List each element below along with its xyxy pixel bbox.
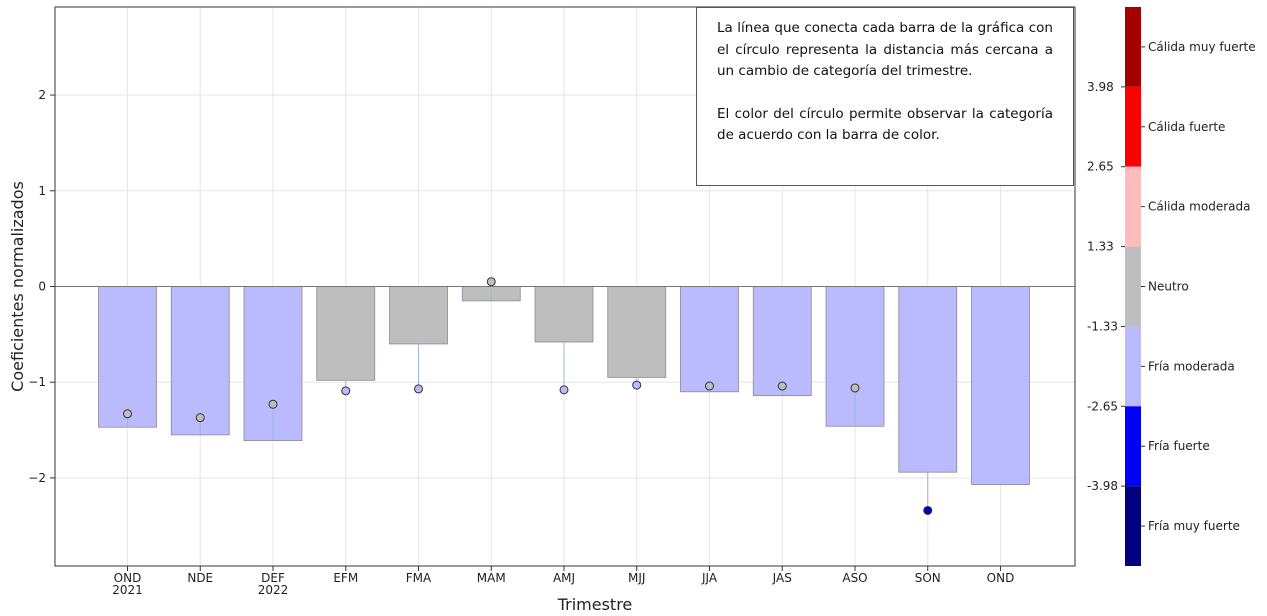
colorbar-boundary-label: -3.98 <box>1087 479 1118 493</box>
bar-9 <box>680 286 739 393</box>
marker-6 <box>486 277 496 287</box>
y-tick-label: 0 <box>38 280 46 294</box>
x-tick-label: EFM <box>333 571 358 585</box>
marker-3 <box>268 399 278 409</box>
bar-1 <box>98 286 157 428</box>
x-tick-label: DEF 2022 <box>258 571 289 597</box>
marker-11 <box>850 383 860 393</box>
y-tick-label: −2 <box>28 471 46 485</box>
x-tick-label: JJA <box>701 571 718 585</box>
x-tick-label: JAS <box>772 571 792 585</box>
y-axis-title: Coeficientes normalizados <box>8 181 27 392</box>
colorbar-boundary-label: 2.65 <box>1087 160 1114 174</box>
annotation-text-1: La línea que conecta cada barra de la gr… <box>717 20 1053 79</box>
colorbar-band <box>1125 326 1141 407</box>
colorbar-category-label: Cálida muy fuerte <box>1148 40 1256 54</box>
colorbar-category-label: Fría muy fuerte <box>1148 519 1240 533</box>
x-tick-label: FMA <box>406 571 432 585</box>
marker-5 <box>414 384 423 394</box>
bar-10 <box>752 286 812 397</box>
marker-10 <box>777 381 787 391</box>
marker-1 <box>123 409 132 419</box>
colorbar-category-label: Fría moderada <box>1148 359 1235 373</box>
marker-2 <box>195 413 205 423</box>
colorbar-boundary-label: 3.98 <box>1087 80 1114 94</box>
marker-9 <box>705 381 714 391</box>
x-tick-label: AMJ <box>553 571 575 585</box>
y-tick-label: 2 <box>38 88 46 102</box>
marker-8 <box>632 380 642 390</box>
colorbar-band <box>1125 246 1141 327</box>
colorbar-band <box>1125 406 1141 487</box>
bar-2 <box>170 286 230 436</box>
colorbar-band <box>1125 486 1141 566</box>
x-tick-label: MJJ <box>628 571 645 585</box>
bar-5 <box>389 286 448 345</box>
colorbar-category-label: Fría fuerte <box>1148 439 1210 453</box>
y-tick-label: −1 <box>28 375 46 389</box>
bar-7 <box>534 286 594 343</box>
colorbar-band <box>1125 166 1141 247</box>
bar-4 <box>316 286 376 381</box>
bar-8 <box>607 286 667 378</box>
colorbar-category-label: Cálida moderada <box>1148 200 1250 214</box>
annotation-text-2: El color del círculo permite observar la… <box>717 105 1053 144</box>
x-axis-title: Trimestre <box>557 595 633 614</box>
colorbar-category-label: Cálida fuerte <box>1148 120 1225 134</box>
colorbar-boundary-label: 1.33 <box>1087 240 1114 254</box>
x-tick-label: SON <box>915 571 941 585</box>
colorbar-band <box>1125 86 1141 167</box>
x-tick-label: ASO <box>842 571 867 585</box>
marker-7 <box>559 385 569 395</box>
bar-13 <box>971 286 1030 486</box>
x-tick-label: OND 2021 <box>112 571 143 597</box>
colorbar-band <box>1125 7 1141 87</box>
x-tick-label: MAM <box>477 571 506 585</box>
marker-12 <box>923 505 933 515</box>
bar-12 <box>898 286 958 473</box>
colorbar-boundary-label: -2.65 <box>1087 399 1118 413</box>
x-tick-label: NDE <box>187 571 213 585</box>
colorbar-boundary-label: -1.33 <box>1087 319 1118 333</box>
x-tick-label: OND <box>987 571 1015 585</box>
marker-4 <box>341 386 351 396</box>
annotation-box: La línea que conecta cada barra de la gr… <box>696 7 1074 186</box>
colorbar-category-label: Neutro <box>1148 280 1189 294</box>
y-tick-label: 1 <box>38 184 46 198</box>
